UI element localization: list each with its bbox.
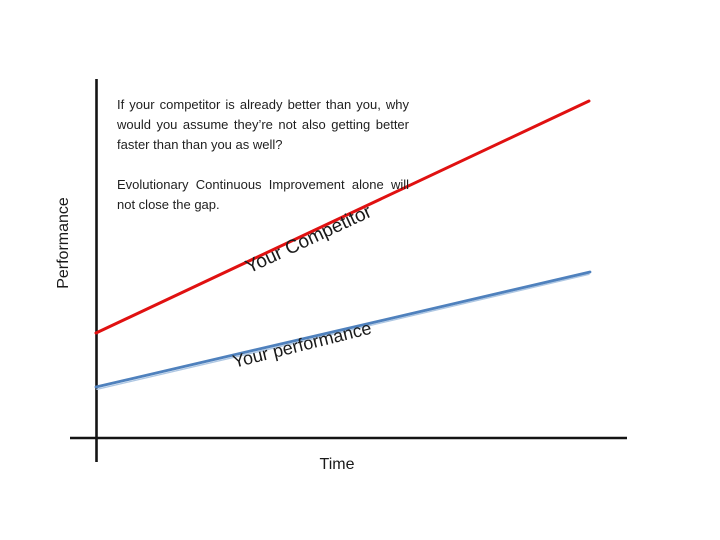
annotation-paragraph-2: Evolutionary Continuous Improvement alon…: [117, 177, 409, 212]
annotation-paragraph-1: If your competitor is already better tha…: [117, 97, 409, 152]
x-axis-label: Time: [319, 456, 355, 473]
y-axis-label: Performance: [55, 197, 72, 289]
competitor-line: [94, 99, 591, 335]
annotation-text-block: If your competitor is already better tha…: [117, 95, 409, 235]
performance-line: [94, 270, 592, 389]
performance-line-highlight: [96, 273, 590, 390]
